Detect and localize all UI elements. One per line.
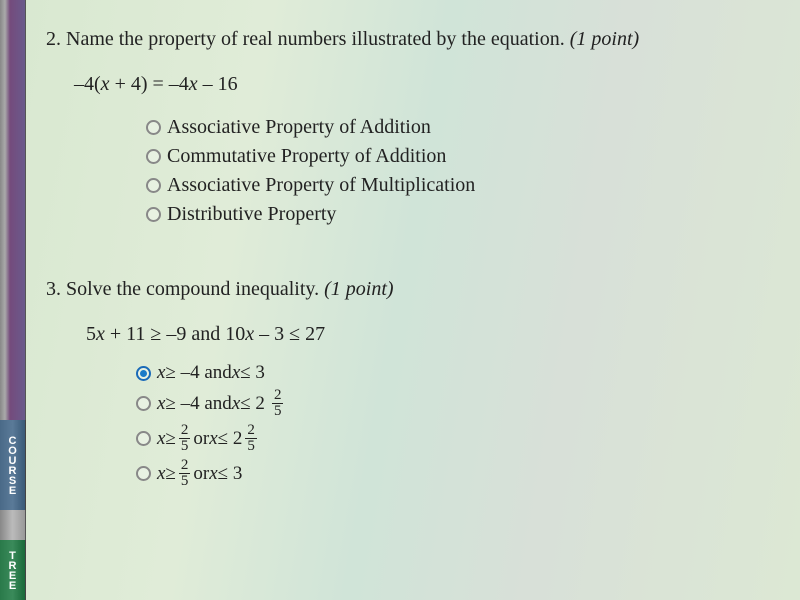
var: x — [232, 362, 240, 384]
q2-eq-var1: x — [101, 73, 110, 95]
radio-icon — [146, 149, 161, 164]
var: x — [157, 428, 165, 450]
q3-option-c-label: x ≥ 25 or x ≤ 2 25 — [157, 423, 260, 454]
fraction: 25 — [245, 423, 257, 454]
q3-inequality: 5x + 11 ≥ –9 and 10x – 3 ≤ 27 — [86, 323, 770, 346]
q2-options: Associative Property of Addition Commuta… — [146, 114, 770, 228]
numerator: 2 — [179, 423, 191, 439]
numerator: 2 — [179, 458, 191, 474]
q2-eq-var2: x — [189, 73, 198, 95]
fraction: 25 — [179, 458, 191, 489]
numerator: 2 — [245, 423, 257, 439]
denominator: 5 — [245, 439, 257, 454]
radio-icon — [146, 178, 161, 193]
q2-option-c[interactable]: Associative Property of Multiplication — [146, 172, 770, 199]
txt: or — [193, 428, 209, 450]
txt: ≤ 3 — [218, 463, 243, 485]
q2-eq-part3: – 16 — [198, 73, 238, 95]
q2-text: Name the property of real numbers illust… — [66, 28, 565, 50]
q2-eq-part2: + 4) = –4 — [110, 73, 189, 95]
sidebar-tab-tree[interactable]: TREE — [0, 540, 26, 600]
txt: ≤ 3 — [240, 362, 265, 384]
sidebar: COURSE TREE — [0, 0, 26, 600]
txt: ≥ — [165, 428, 175, 450]
txt: ≤ 2 — [218, 428, 243, 450]
sidebar-course-label: COURSE — [7, 435, 19, 495]
var: x — [209, 428, 217, 450]
fraction: 25 — [272, 388, 284, 419]
txt: or — [193, 463, 209, 485]
question-3: 3. Solve the compound inequality. (1 poi… — [46, 278, 770, 489]
q3-number: 3. — [46, 278, 61, 300]
radio-icon — [136, 466, 151, 481]
txt: ≥ –4 and — [165, 362, 231, 384]
var: x — [232, 393, 240, 415]
q2-equation: –4(x + 4) = –4x – 16 — [74, 73, 770, 96]
var: x — [157, 463, 165, 485]
sidebar-spacer-top — [0, 0, 26, 420]
txt: ≥ — [165, 463, 175, 485]
denominator: 5 — [179, 439, 191, 454]
q3-option-a-label: x ≥ –4 and x ≤ 3 — [157, 362, 265, 384]
radio-icon — [136, 431, 151, 446]
q2-eq-part1: –4( — [74, 73, 101, 95]
q2-option-b[interactable]: Commutative Property of Addition — [146, 143, 770, 170]
q3-ineq-part2: + 11 ≥ –9 and 10 — [105, 323, 245, 345]
q3-option-c[interactable]: x ≥ 25 or x ≤ 2 25 — [136, 423, 770, 454]
numerator: 2 — [272, 388, 284, 404]
q3-ineq-part3: – 3 ≤ 27 — [254, 323, 325, 345]
radio-icon — [146, 207, 161, 222]
q3-option-d[interactable]: x ≥ 25 or x ≤ 3 — [136, 458, 770, 489]
q3-prompt: 3. Solve the compound inequality. (1 poi… — [46, 278, 770, 301]
var: x — [157, 362, 165, 384]
q2-option-a-label: Associative Property of Addition — [167, 114, 431, 141]
q3-points: (1 point) — [324, 278, 393, 300]
denominator: 5 — [272, 404, 284, 419]
radio-icon — [136, 366, 151, 381]
q3-option-b[interactable]: x ≥ –4 and x ≤ 2 25 — [136, 388, 770, 419]
txt: ≤ 2 — [240, 393, 265, 415]
sidebar-tab-course[interactable]: COURSE — [0, 420, 26, 510]
q3-option-d-label: x ≥ 25 or x ≤ 3 — [157, 458, 242, 489]
content-area: 2. Name the property of real numbers ill… — [26, 0, 800, 559]
sidebar-tree-label: TREE — [7, 550, 19, 590]
sidebar-spacer-mid — [0, 510, 26, 540]
q3-text: Solve the compound inequality. — [66, 278, 319, 300]
q3-options: x ≥ –4 and x ≤ 3 x ≥ –4 and x ≤ 2 25 x ≥… — [136, 362, 770, 489]
q2-prompt: 2. Name the property of real numbers ill… — [46, 28, 770, 51]
q3-option-b-label: x ≥ –4 and x ≤ 2 25 — [157, 388, 286, 419]
q3-ineq-part1: 5 — [86, 323, 96, 345]
question-2: 2. Name the property of real numbers ill… — [46, 28, 770, 228]
q2-option-d[interactable]: Distributive Property — [146, 201, 770, 228]
q2-option-d-label: Distributive Property — [167, 201, 336, 228]
fraction: 25 — [179, 423, 191, 454]
q2-points: (1 point) — [570, 28, 639, 50]
radio-icon — [136, 396, 151, 411]
q3-option-a[interactable]: x ≥ –4 and x ≤ 3 — [136, 362, 770, 384]
var: x — [209, 463, 217, 485]
var: x — [157, 393, 165, 415]
q2-option-b-label: Commutative Property of Addition — [167, 143, 446, 170]
q2-option-c-label: Associative Property of Multiplication — [167, 172, 475, 199]
q3-ineq-var2: x — [245, 323, 254, 345]
txt: ≥ –4 and — [165, 393, 231, 415]
denominator: 5 — [179, 474, 191, 489]
q2-number: 2. — [46, 28, 61, 50]
radio-icon — [146, 120, 161, 135]
q2-option-a[interactable]: Associative Property of Addition — [146, 114, 770, 141]
q3-ineq-var1: x — [96, 323, 105, 345]
